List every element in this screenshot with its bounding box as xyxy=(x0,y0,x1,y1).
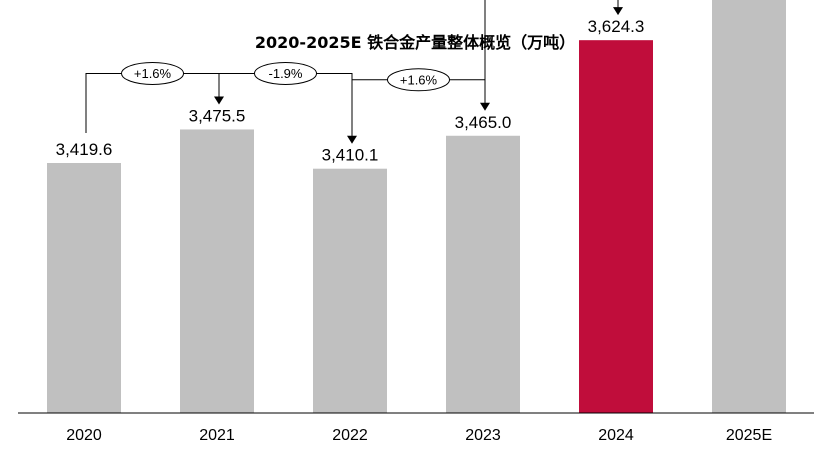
x-tick-2021: 2021 xyxy=(199,427,235,444)
x-tick-2020: 2020 xyxy=(66,427,102,444)
bar-2021 xyxy=(180,129,254,413)
bar-2025E xyxy=(712,0,786,413)
growth-label: -1.9% xyxy=(269,66,303,81)
chart-title: 2020-2025E 铁合金产量整体概览（万吨） xyxy=(255,33,575,52)
x-tick-2022: 2022 xyxy=(332,427,368,444)
value-label-2022: 3,410.1 xyxy=(322,146,379,165)
value-label-2020: 3,419.6 xyxy=(56,140,113,159)
growth-annotation-1: +1.6% xyxy=(85,61,224,133)
bars-group xyxy=(47,0,786,414)
arrow-down-icon xyxy=(214,96,224,105)
growth-badge xyxy=(387,68,450,92)
bar-2022 xyxy=(313,168,387,413)
value-label-2024: 3,624.3 xyxy=(588,17,645,36)
bar-2023 xyxy=(446,135,520,413)
arrow-down-icon xyxy=(480,102,490,111)
growth-label: +1.6% xyxy=(400,72,438,87)
value-label-2021: 3,475.5 xyxy=(189,106,246,125)
x-tick-2024: 2024 xyxy=(598,427,634,444)
arrow-down-icon xyxy=(613,7,623,16)
growth-badge xyxy=(254,61,317,85)
bar-2024 xyxy=(579,40,653,414)
growth-annotation-3: +1.6% xyxy=(351,68,490,139)
growth-label: +1.6% xyxy=(134,66,172,81)
x-tick-2025E: 2025E xyxy=(726,427,772,444)
x-tick-2023: 2023 xyxy=(465,427,501,444)
bar-2020 xyxy=(47,163,121,413)
arrow-down-icon xyxy=(347,135,357,144)
value-labels-group: 3,419.63,475.53,410.13,465.03,624.33,820… xyxy=(56,17,645,165)
growth-annotation-2: -1.9% xyxy=(218,61,357,144)
growth-connector-line xyxy=(484,0,619,106)
x-tick-labels-group: 2020 2021 2022 2023 2024 2025E xyxy=(66,427,772,444)
growth-annotation-4: +4.6% xyxy=(484,0,623,106)
value-label-2023: 3,465.0 xyxy=(455,113,512,132)
growth-badge xyxy=(121,61,184,85)
growth-annotations-group: +1.6%-1.9%+1.6%+4.6%+5.4% xyxy=(85,0,623,144)
